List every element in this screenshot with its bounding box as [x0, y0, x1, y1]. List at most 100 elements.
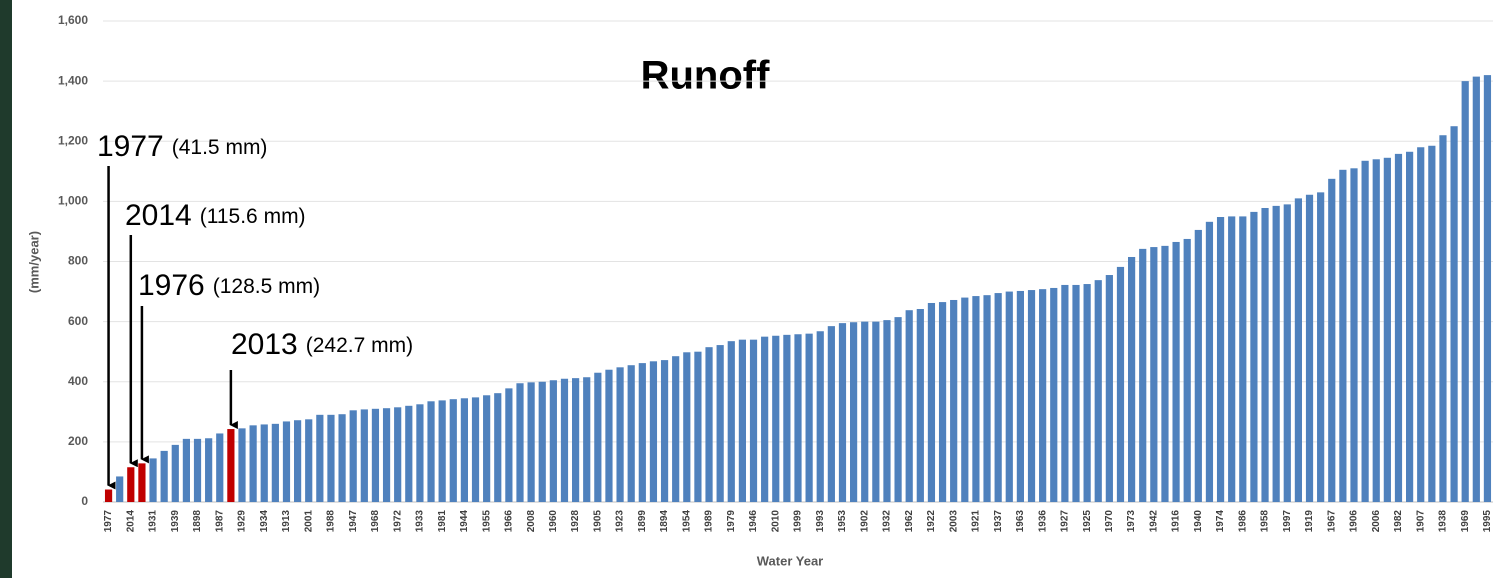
x-axis-title: Water Year [757, 553, 824, 568]
x-tick-label: 1933 [415, 510, 426, 533]
x-tick-label: 1913 [281, 510, 292, 533]
bar [1172, 241, 1180, 502]
bar [838, 323, 847, 502]
bar [1461, 81, 1469, 502]
bar [683, 352, 691, 502]
bar [494, 393, 502, 502]
bar [1406, 151, 1414, 502]
bar [1105, 275, 1113, 502]
bar [705, 347, 713, 502]
x-tick-label: 1966 [504, 510, 515, 533]
bar [1350, 168, 1358, 502]
bar [1317, 192, 1325, 502]
x-tick-label: 2003 [948, 510, 959, 533]
bar [605, 369, 613, 502]
bar [360, 409, 368, 502]
bar [772, 335, 780, 502]
x-tick-label: 2010 [770, 510, 781, 533]
bar [1072, 284, 1080, 502]
bar [538, 381, 546, 502]
y-tick-label: 1,000 [58, 194, 88, 208]
bar [616, 367, 624, 502]
annotation: 1977 (41.5 mm) [97, 130, 267, 163]
bar [282, 421, 291, 502]
x-tick-label: 1958 [1260, 510, 1271, 533]
bar [471, 397, 480, 502]
bar [861, 321, 869, 502]
bar [827, 326, 835, 502]
x-tick-label: 1936 [1037, 510, 1048, 533]
bar [104, 489, 113, 502]
x-tick-label: 1925 [1082, 510, 1093, 533]
bar [1261, 207, 1269, 502]
bar [749, 339, 758, 502]
y-axis-title: (mm/year) [26, 231, 41, 293]
y-tick-label: 1,600 [58, 13, 88, 27]
x-tick-label: 1988 [326, 510, 337, 533]
x-tick-label: 1907 [1415, 510, 1426, 533]
bar [1328, 178, 1336, 502]
x-tick-label: 1946 [748, 510, 759, 533]
bar [1194, 229, 1202, 502]
x-tick-label: 1954 [681, 510, 692, 533]
bar [205, 438, 213, 502]
bar [1239, 216, 1247, 502]
bar [727, 341, 735, 502]
bar [549, 380, 557, 502]
bar [149, 458, 157, 502]
annotation-detail: (41.5 mm) [172, 136, 268, 159]
x-tick-label: 1981 [437, 510, 448, 533]
bar [850, 322, 858, 502]
annotation-year: 1976 [138, 269, 205, 302]
x-tick-label: 1944 [459, 510, 470, 533]
x-tick-label: 1923 [615, 510, 626, 533]
bar [927, 302, 936, 502]
bar [961, 297, 969, 502]
bar [1183, 238, 1191, 502]
x-tick-label: 1973 [1126, 510, 1137, 533]
bar [271, 423, 279, 502]
y-tick-label: 0 [81, 494, 88, 508]
bar [316, 414, 324, 502]
bar [994, 293, 1002, 502]
bar [872, 321, 880, 502]
x-tick-label: 1938 [1438, 510, 1449, 533]
x-tick-label: 1928 [570, 510, 581, 533]
x-tick-label: 1931 [148, 510, 159, 533]
bar [938, 302, 947, 502]
x-tick-label: 1905 [592, 510, 603, 533]
bar [483, 395, 491, 502]
bar [1050, 287, 1058, 502]
bar [1305, 194, 1314, 503]
x-tick-label: 1989 [704, 510, 715, 533]
bar [416, 404, 424, 502]
x-tick-label: 1999 [793, 510, 804, 533]
bar [171, 444, 179, 502]
bar [972, 296, 980, 502]
bar [894, 317, 902, 502]
annotation: 1976 (128.5 mm) [138, 269, 320, 302]
x-tick-label: 1898 [192, 510, 203, 533]
bar [1383, 157, 1391, 503]
x-tick-label: 1955 [481, 510, 492, 533]
bar [1139, 248, 1147, 502]
bar [260, 424, 268, 502]
bar [1272, 205, 1280, 502]
annotation-detail: (242.7 mm) [306, 334, 413, 357]
x-tick-label: 1970 [1104, 510, 1115, 533]
bar [816, 331, 824, 502]
bar [216, 433, 224, 502]
bar [427, 401, 435, 502]
x-tick-label: 1986 [1237, 510, 1248, 533]
bar [449, 399, 457, 502]
bar [138, 463, 146, 502]
bar [638, 363, 646, 502]
annotation-year: 1977 [97, 130, 164, 163]
bar [1372, 159, 1380, 502]
x-tick-label: 2008 [526, 510, 537, 533]
bar [783, 334, 791, 502]
x-tick-label: 1963 [1015, 510, 1026, 533]
x-tick-label: 1932 [882, 510, 893, 533]
x-tick-label: 1997 [1282, 510, 1293, 533]
y-tick-label: 200 [68, 434, 88, 448]
